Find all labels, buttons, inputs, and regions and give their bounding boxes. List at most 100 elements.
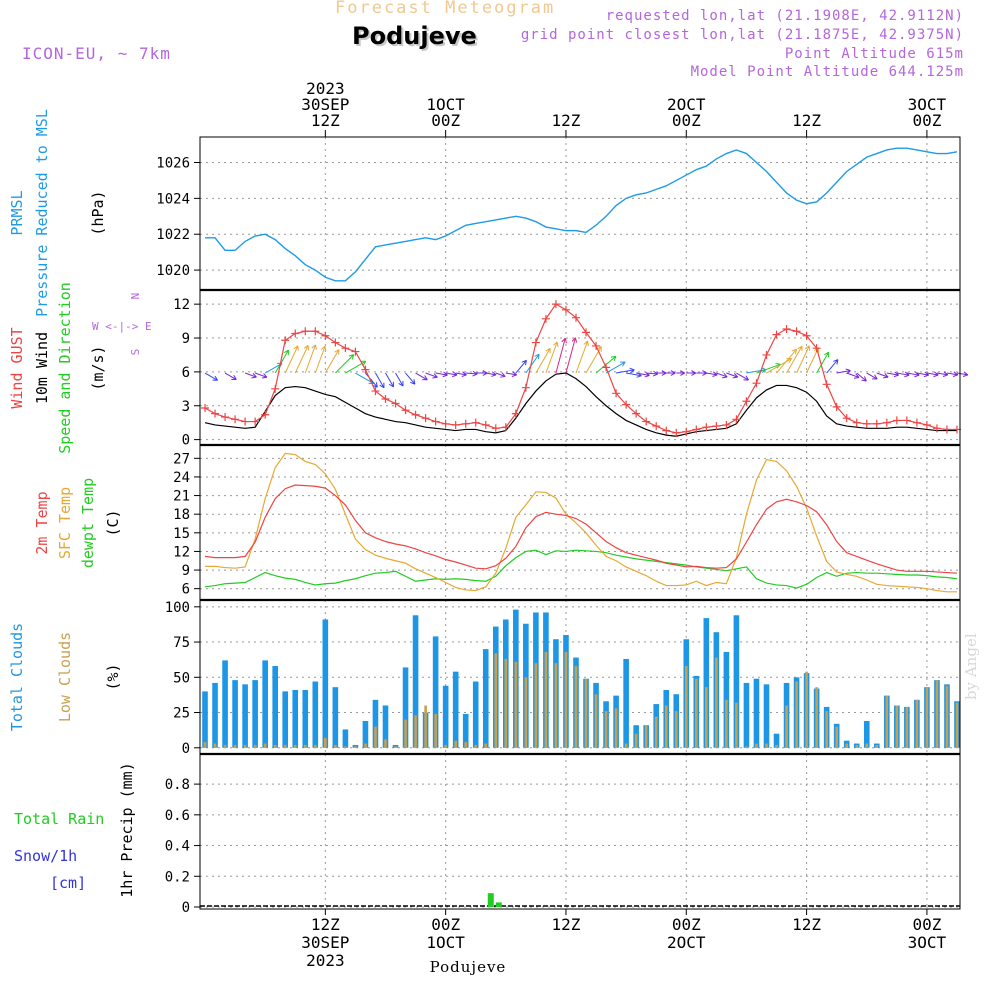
wind-arrowhead: [433, 373, 438, 378]
wind-arrow: [535, 348, 551, 374]
compass-north: N: [129, 293, 142, 300]
low-cloud-bar: [273, 744, 277, 748]
gust-marker: [852, 418, 861, 427]
wind-arrow: [485, 372, 497, 376]
wind-arrowhead: [410, 381, 416, 385]
wind-arrowhead: [722, 376, 728, 379]
low-cloud-bar: [775, 744, 778, 748]
wind-arrowhead: [482, 370, 488, 374]
gust-marker: [642, 417, 651, 426]
gust-marker: [431, 417, 440, 426]
pressure-unit: (hPa): [89, 190, 107, 235]
low-cloud-bar: [705, 687, 708, 748]
wind-arrowhead: [680, 370, 685, 374]
wind-label: 10m Wind: [33, 332, 51, 404]
low-cloud-bar: [664, 705, 668, 748]
wind-arrowhead: [629, 367, 635, 371]
wind-arrow: [816, 351, 830, 374]
pressure-ytick-label: 1020: [156, 263, 190, 279]
wind-arrow: [886, 372, 899, 376]
clouds-ytick-label: 100: [165, 600, 190, 616]
location-title: Podujeve: [352, 22, 477, 50]
wind-arrowhead: [324, 346, 327, 352]
wind-arrow: [575, 340, 589, 374]
wind-arrowhead: [303, 344, 309, 349]
low-cloud-bar: [203, 742, 207, 748]
low-cloud-bar: [654, 716, 658, 748]
wind-arrowhead: [788, 358, 793, 364]
snow-unit: [cm]: [50, 874, 86, 892]
wind-arrowhead: [472, 370, 478, 375]
wind-arrowhead: [472, 373, 478, 377]
gust-marker: [692, 425, 701, 434]
wind-arrow: [345, 360, 366, 374]
rain-bar: [487, 893, 494, 907]
gust-marker: [361, 365, 370, 374]
wind-arrowhead: [251, 376, 257, 379]
low-cloud-bar: [845, 743, 849, 748]
wind-arrowhead: [630, 369, 635, 374]
low-cloud-bar: [263, 743, 267, 748]
wind-arrowhead: [864, 376, 867, 382]
gust-marker: [942, 425, 951, 434]
wind-panel-frame: [199, 289, 961, 446]
bottom-time-label: 2OCT: [667, 933, 706, 952]
wind-arrowhead: [794, 349, 797, 355]
gust-marker: [241, 417, 250, 426]
gust-marker: [762, 350, 771, 359]
wind-arrowhead: [574, 337, 578, 343]
low-cloud-bar: [303, 744, 307, 748]
wind-arrowhead: [351, 354, 355, 360]
wind-arrowhead: [583, 340, 588, 345]
temperature-ytick-label: 21: [173, 489, 190, 505]
wind-arrowhead: [884, 373, 889, 378]
wind-arrowhead: [904, 371, 910, 376]
gust-marker: [391, 399, 400, 408]
wind-arrow: [916, 372, 929, 376]
wind-arrowhead: [691, 370, 697, 374]
wind-arrow: [926, 372, 939, 376]
wind-ytick-label: 12: [173, 297, 190, 313]
gust-marker: [201, 404, 210, 413]
temperature-ytick-label: 27: [173, 451, 190, 467]
total-cloud-bar: [212, 682, 218, 748]
wind-arrow: [365, 372, 378, 388]
gust-marker: [832, 402, 841, 411]
gust-marker: [932, 424, 941, 433]
total-cloud-bar: [743, 682, 750, 748]
wind-arrowhead: [561, 337, 566, 343]
temperature-ytick-label: 15: [173, 526, 190, 542]
low-cloud-bar: [624, 743, 628, 748]
wind-arrowhead: [775, 363, 781, 365]
wind-arrowhead: [914, 374, 920, 378]
wind-arrowhead: [320, 345, 326, 350]
top-time-label: 3OCT: [908, 95, 947, 114]
wind-arrow: [405, 372, 416, 385]
wind-arrowhead: [491, 374, 497, 377]
wind-arrowhead: [845, 368, 851, 372]
low-cloud-bar: [825, 711, 828, 748]
wind-arrowhead: [824, 351, 829, 356]
wind-arrowhead: [712, 374, 718, 377]
low-cloud-bar: [454, 740, 457, 748]
low-cloud-bar: [334, 744, 337, 748]
bottom-time-label: 3OCT: [908, 933, 947, 952]
wind-arrow: [876, 372, 889, 378]
low-cloud-bar: [634, 733, 638, 748]
wind-arrowhead: [702, 372, 708, 376]
low-cloud-bar: [314, 744, 317, 748]
wind-arrowhead: [943, 371, 949, 376]
gust-marker: [892, 416, 901, 425]
wind-arrowhead: [424, 375, 428, 381]
footer-location: Podujeve: [430, 958, 507, 976]
low-cloud-bar: [835, 726, 838, 748]
low-cloud-bar: [434, 713, 437, 748]
wind-arrow: [585, 346, 602, 374]
wind-arrow: [274, 349, 289, 374]
total-cloud-bar: [322, 619, 329, 748]
wind-arrowhead: [452, 371, 458, 376]
gust-marker: [571, 313, 580, 322]
gust-marker: [221, 413, 230, 422]
wind-arrow: [616, 369, 635, 374]
wind-arrow: [244, 372, 257, 378]
